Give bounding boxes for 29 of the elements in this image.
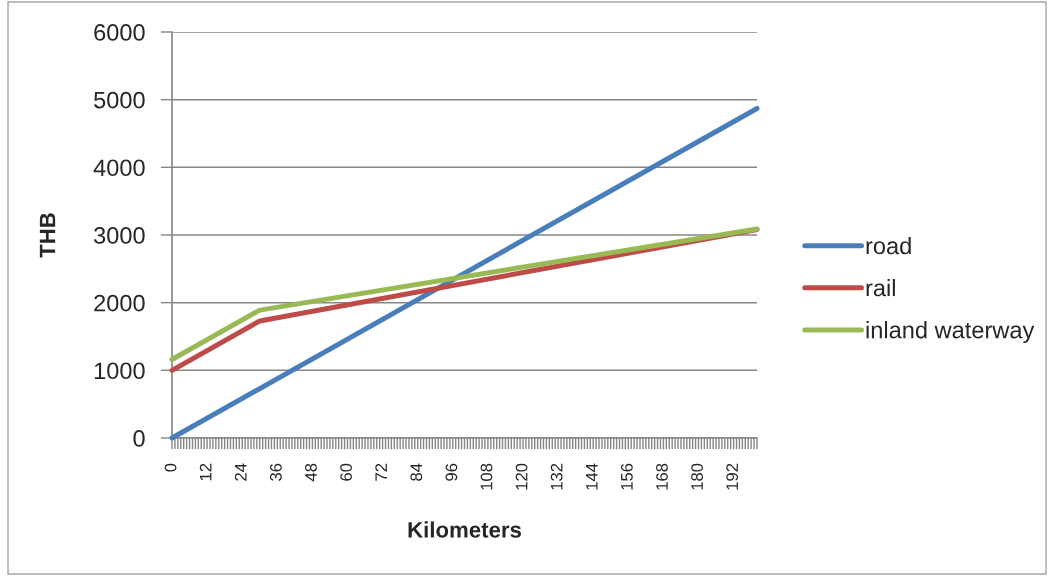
x-tick-label: 192 — [726, 463, 739, 490]
y-tick-label: 1000 — [94, 362, 145, 380]
x-tick-label: 132 — [550, 463, 563, 490]
x-tick-label: 144 — [586, 463, 598, 490]
x-tick-label: 156 — [620, 463, 633, 490]
x-tick-label: 168 — [656, 463, 668, 490]
x-tick-label: 24 — [234, 463, 247, 481]
legend-label: inland waterway — [866, 321, 1035, 344]
y-tick-label: 4000 — [93, 159, 145, 177]
x-tick-label: 60 — [340, 463, 352, 481]
legend-label: road — [866, 236, 911, 255]
x-tick-label: 84 — [410, 463, 423, 481]
y-tick-label: 5000 — [94, 91, 145, 109]
y-tick-label: 6000 — [94, 24, 145, 41]
x-tick-label: 72 — [375, 463, 387, 481]
x-tick-label: 48 — [305, 463, 317, 482]
y-tick-label: 2000 — [94, 294, 145, 312]
x-tick-label: 0 — [164, 463, 177, 472]
x-axis-title: Kilometers — [408, 521, 522, 538]
y-axis-title: THB — [39, 213, 56, 258]
x-tick-label: 96 — [445, 463, 458, 481]
y-tick-label: 3000 — [93, 227, 145, 244]
x-tick-label: 180 — [691, 463, 703, 490]
x-tick-label: 120 — [515, 463, 528, 490]
legend-label: rail — [866, 278, 895, 297]
x-tick-label: 12 — [199, 463, 212, 481]
y-tick-label: 0 — [133, 430, 145, 447]
x-tick-label: 36 — [269, 463, 282, 481]
x-tick-label: 108 — [480, 463, 493, 490]
